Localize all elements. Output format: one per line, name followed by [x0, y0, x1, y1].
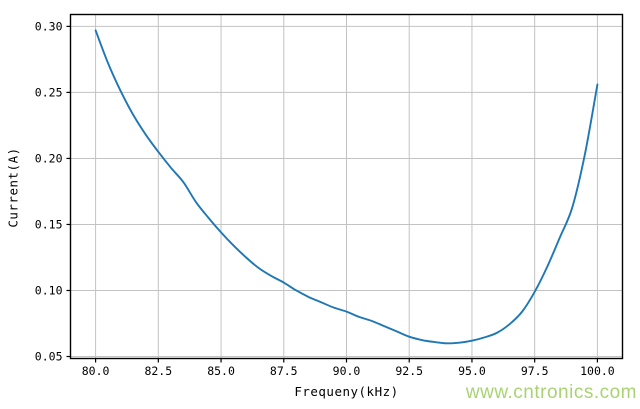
- y-tick-label: 0.05: [35, 350, 63, 364]
- y-tick-label: 0.20: [35, 151, 63, 165]
- x-tick-label: 100.0: [580, 364, 615, 378]
- x-axis-label: Frequeny(kHz): [294, 384, 399, 399]
- y-tick-label: 0.25: [35, 85, 63, 99]
- x-tick-label: 82.5: [144, 364, 172, 378]
- y-axis-label: Current(A): [5, 147, 21, 228]
- x-tick-label: 90.0: [333, 364, 361, 378]
- x-tick-label: 97.5: [521, 364, 549, 378]
- x-tick-label: 92.5: [395, 364, 423, 378]
- x-tick-label: 95.0: [458, 364, 486, 378]
- y-tick-label: 0.10: [35, 283, 63, 297]
- x-tick-label: 87.5: [270, 364, 298, 378]
- x-tick-label: 85.0: [207, 364, 235, 378]
- y-tick-label: 0.30: [35, 19, 63, 33]
- y-tick-label: 0.15: [35, 217, 63, 231]
- x-tick-label: 80.0: [82, 364, 110, 378]
- current-curve: [94, 29, 599, 345]
- watermark: www.cntronics.com: [465, 382, 637, 403]
